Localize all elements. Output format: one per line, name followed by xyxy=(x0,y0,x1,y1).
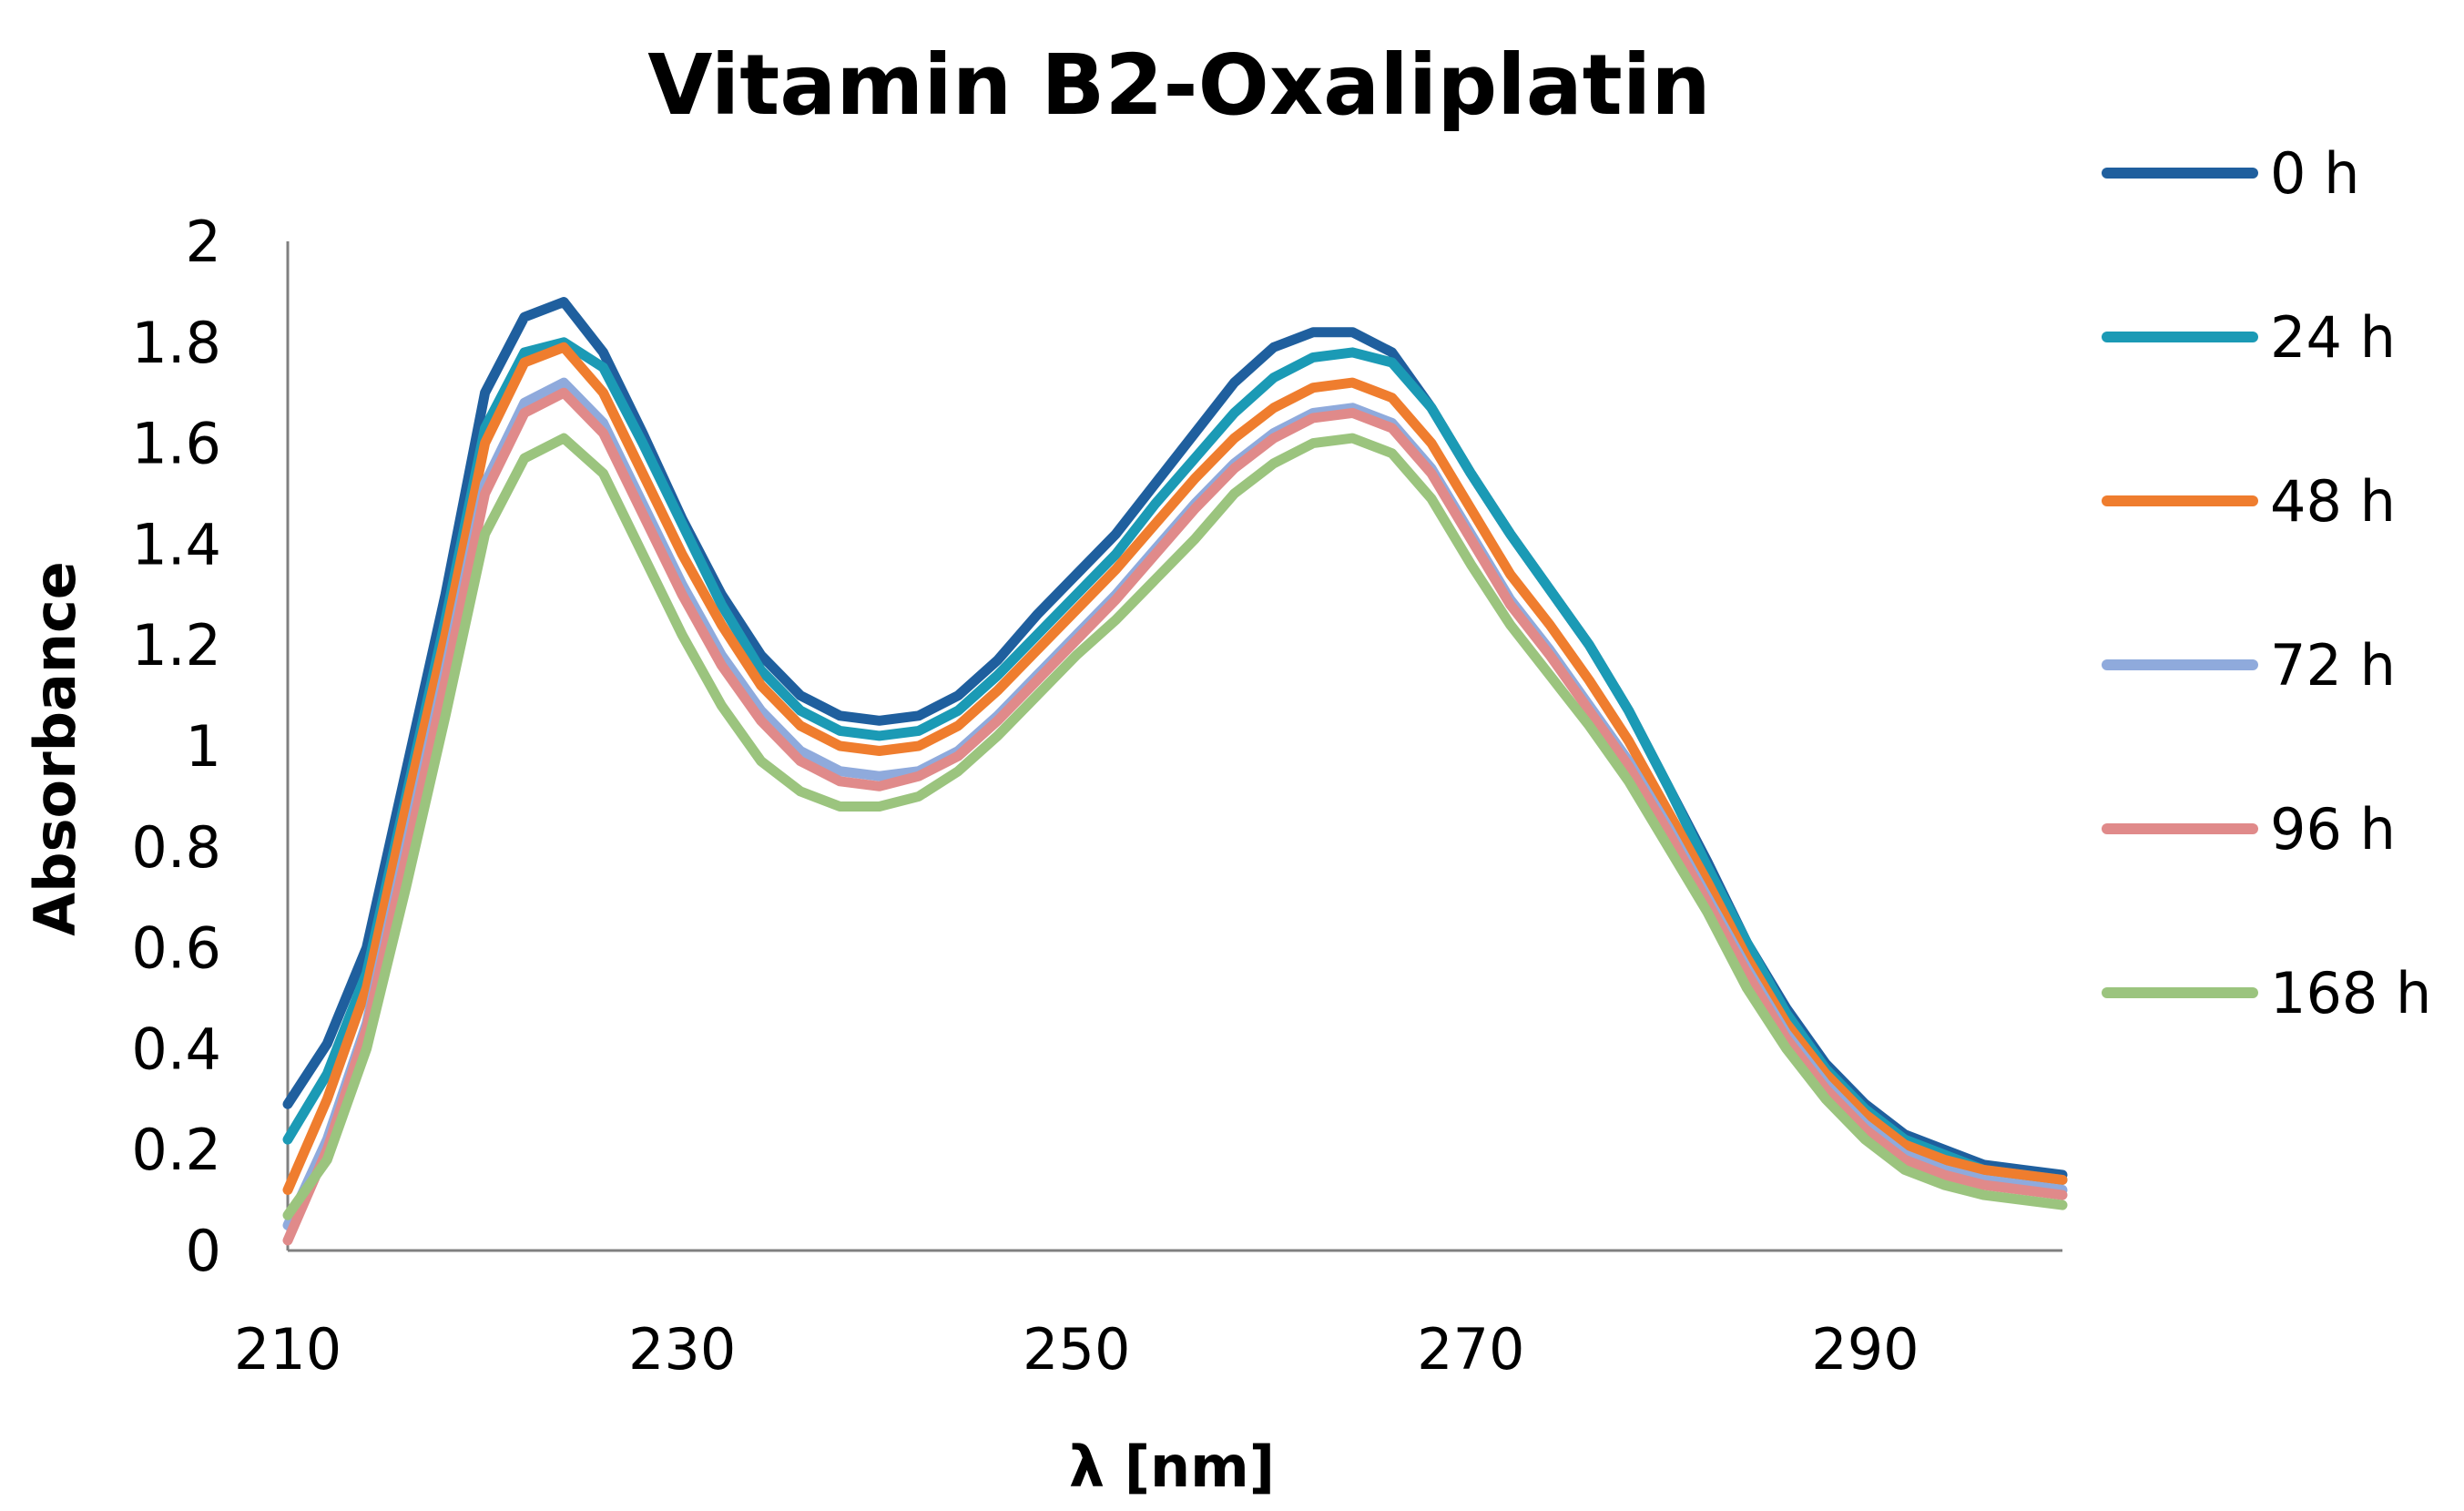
legend-item: 72 h xyxy=(2102,632,2396,699)
x-tick-label: 250 xyxy=(1023,1316,1130,1383)
x-axis-title: λ [nm] xyxy=(1069,1434,1275,1500)
series-line-96h xyxy=(282,387,2068,1246)
plot-area: 0 0.2 0.4 0.6 0.8 1 1.2 1.4 1.6 1.8 2 210 230 250 270… xyxy=(131,209,2068,1383)
legend-label: 96 h xyxy=(2270,796,2396,863)
y-tick-label: 1.2 xyxy=(131,612,221,679)
legend-label: 24 h xyxy=(2270,304,2396,371)
series-line-168h xyxy=(282,433,2068,1220)
x-tick-label: 210 xyxy=(234,1316,341,1383)
series-line-72h xyxy=(282,377,2068,1230)
x-tick-label: 270 xyxy=(1417,1316,1524,1383)
x-tick-label: 230 xyxy=(628,1316,736,1383)
series-line-48h xyxy=(282,342,2068,1195)
y-tick-label: 0.4 xyxy=(131,1016,221,1082)
x-axis-ticks: 210 230 250 270 290 xyxy=(234,1316,1919,1383)
y-tick-label: 1.4 xyxy=(131,511,221,577)
legend-item: 96 h xyxy=(2102,796,2396,863)
chart-title: Vitamin B2-Oxaliplatin xyxy=(647,36,1711,134)
legend-item: 0 h xyxy=(2102,140,2359,207)
y-tick-label: 2 xyxy=(186,209,221,275)
legend-label: 0 h xyxy=(2270,140,2359,207)
y-tick-label: 0.6 xyxy=(131,915,221,982)
legend-item: 24 h xyxy=(2102,304,2396,371)
y-tick-label: 0 xyxy=(186,1218,221,1284)
series-line-24h xyxy=(282,337,2068,1185)
legend-label: 72 h xyxy=(2270,632,2396,699)
y-tick-label: 0.8 xyxy=(131,814,221,881)
legend-label: 168 h xyxy=(2270,960,2431,1026)
y-tick-label: 1 xyxy=(186,713,221,780)
y-tick-label: 1.8 xyxy=(131,310,221,376)
series-lines xyxy=(282,297,2068,1246)
y-tick-label: 1.6 xyxy=(131,411,221,477)
y-axis-ticks: 0 0.2 0.4 0.6 0.8 1 1.2 1.4 1.6 1.8 2 xyxy=(131,209,221,1284)
x-tick-label: 290 xyxy=(1811,1316,1919,1383)
legend-item: 48 h xyxy=(2102,468,2396,535)
y-tick-label: 0.2 xyxy=(131,1117,221,1183)
legend-label: 48 h xyxy=(2270,468,2396,535)
legend-item: 168 h xyxy=(2102,960,2431,1026)
y-axis-title: Absorbance xyxy=(22,561,88,936)
legend: 0 h 24 h 48 h 72 h 96 h 168 h xyxy=(2102,140,2431,1026)
